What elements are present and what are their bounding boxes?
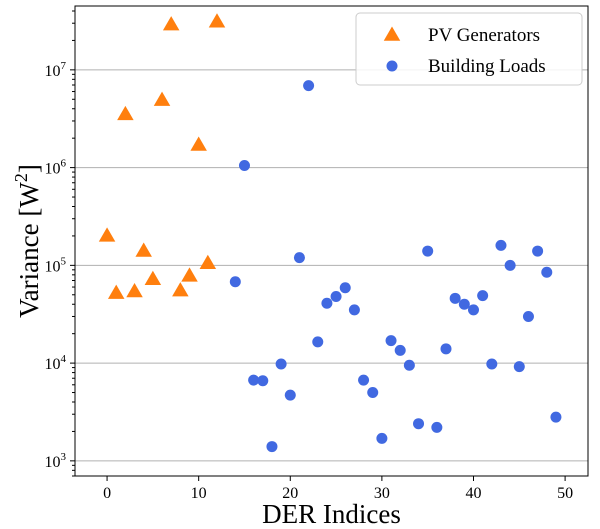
x-tick-label: 30 bbox=[374, 485, 390, 502]
legend: PV Generators Building Loads bbox=[355, 12, 583, 86]
x-tick-label: 50 bbox=[557, 485, 573, 502]
axis-ticks: 0 10 20 30 40 50 103 104 105 106 107 bbox=[45, 10, 573, 502]
y-tick-label: 107 bbox=[45, 60, 67, 80]
building-load-marker bbox=[303, 80, 315, 92]
plot-frame bbox=[74, 5, 589, 477]
x-axis-label: DER Indices bbox=[262, 499, 401, 529]
building-load-marker bbox=[293, 252, 305, 264]
y-tick-label: 106 bbox=[45, 158, 67, 178]
axis-labels: DER Indices Variance [W2] bbox=[11, 164, 401, 529]
building-load-marker bbox=[330, 291, 342, 303]
pv-generator-marker bbox=[190, 136, 207, 151]
x-tick-label: 20 bbox=[282, 485, 298, 502]
building-load-marker bbox=[385, 335, 397, 347]
building-load-marker bbox=[348, 304, 360, 316]
building-load-marker bbox=[321, 297, 333, 309]
pv-generator-marker bbox=[162, 16, 180, 31]
pv-generator-marker bbox=[383, 26, 401, 41]
building-load-marker bbox=[248, 374, 260, 386]
legend-label: Building Loads bbox=[428, 56, 546, 77]
pv-generator-marker bbox=[135, 242, 152, 257]
building-load-marker bbox=[522, 310, 534, 322]
legend-box bbox=[355, 12, 583, 86]
y-tick-label: 105 bbox=[45, 255, 67, 275]
building-load-marker bbox=[413, 418, 425, 430]
building-load-marker bbox=[394, 344, 406, 356]
building-load-marker bbox=[513, 361, 525, 373]
gridlines bbox=[75, 69, 588, 462]
building-load-marker bbox=[532, 245, 544, 257]
building-load-marker bbox=[440, 343, 452, 355]
building-load-marker bbox=[486, 358, 498, 370]
building-load-marker bbox=[229, 276, 241, 288]
building-load-marker bbox=[257, 375, 269, 387]
building-load-marker bbox=[504, 259, 516, 271]
pv-generator-marker bbox=[117, 105, 134, 121]
pv-generator-marker bbox=[172, 282, 189, 297]
building-load-marker bbox=[284, 389, 296, 401]
building-load-marker bbox=[275, 358, 287, 370]
building-load-marker bbox=[449, 292, 461, 304]
y-tick-label: 104 bbox=[45, 353, 67, 373]
building-load-marker bbox=[339, 282, 351, 294]
building-load-marker bbox=[431, 421, 443, 433]
pv-generator-marker bbox=[181, 267, 198, 282]
building-load-marker bbox=[422, 245, 434, 257]
building-load-marker bbox=[550, 411, 562, 423]
data-points bbox=[98, 13, 562, 453]
pv-generator-marker bbox=[126, 282, 143, 298]
building-load-marker bbox=[376, 432, 388, 444]
building-load-marker bbox=[266, 441, 278, 453]
building-load-marker bbox=[238, 160, 250, 172]
pv-generator-marker bbox=[107, 284, 125, 299]
pv-generator-marker bbox=[208, 13, 226, 28]
pv-generator-marker bbox=[144, 270, 162, 286]
y-tick-label: 103 bbox=[45, 451, 67, 471]
plot-border bbox=[74, 5, 589, 477]
building-load-marker bbox=[403, 359, 415, 371]
building-load-marker bbox=[495, 239, 507, 251]
y-axis-label: Variance [W2] bbox=[11, 164, 44, 318]
building-load-marker bbox=[312, 336, 324, 348]
pv-generator-marker bbox=[199, 254, 217, 269]
x-tick-label: 0 bbox=[103, 485, 111, 502]
building-load-marker bbox=[467, 304, 479, 316]
building-load-marker bbox=[367, 387, 379, 399]
x-tick-label: 10 bbox=[191, 485, 207, 502]
legend-building-load-marker bbox=[386, 60, 398, 72]
pv-generator-marker bbox=[98, 227, 116, 242]
building-load-marker bbox=[541, 266, 553, 278]
building-load-marker bbox=[358, 374, 370, 386]
x-tick-label: 40 bbox=[465, 485, 481, 502]
building-load-marker bbox=[477, 290, 489, 302]
pv-generator-marker bbox=[153, 91, 171, 106]
legend-label: PV Generators bbox=[428, 25, 540, 46]
building-load-marker bbox=[458, 298, 470, 310]
